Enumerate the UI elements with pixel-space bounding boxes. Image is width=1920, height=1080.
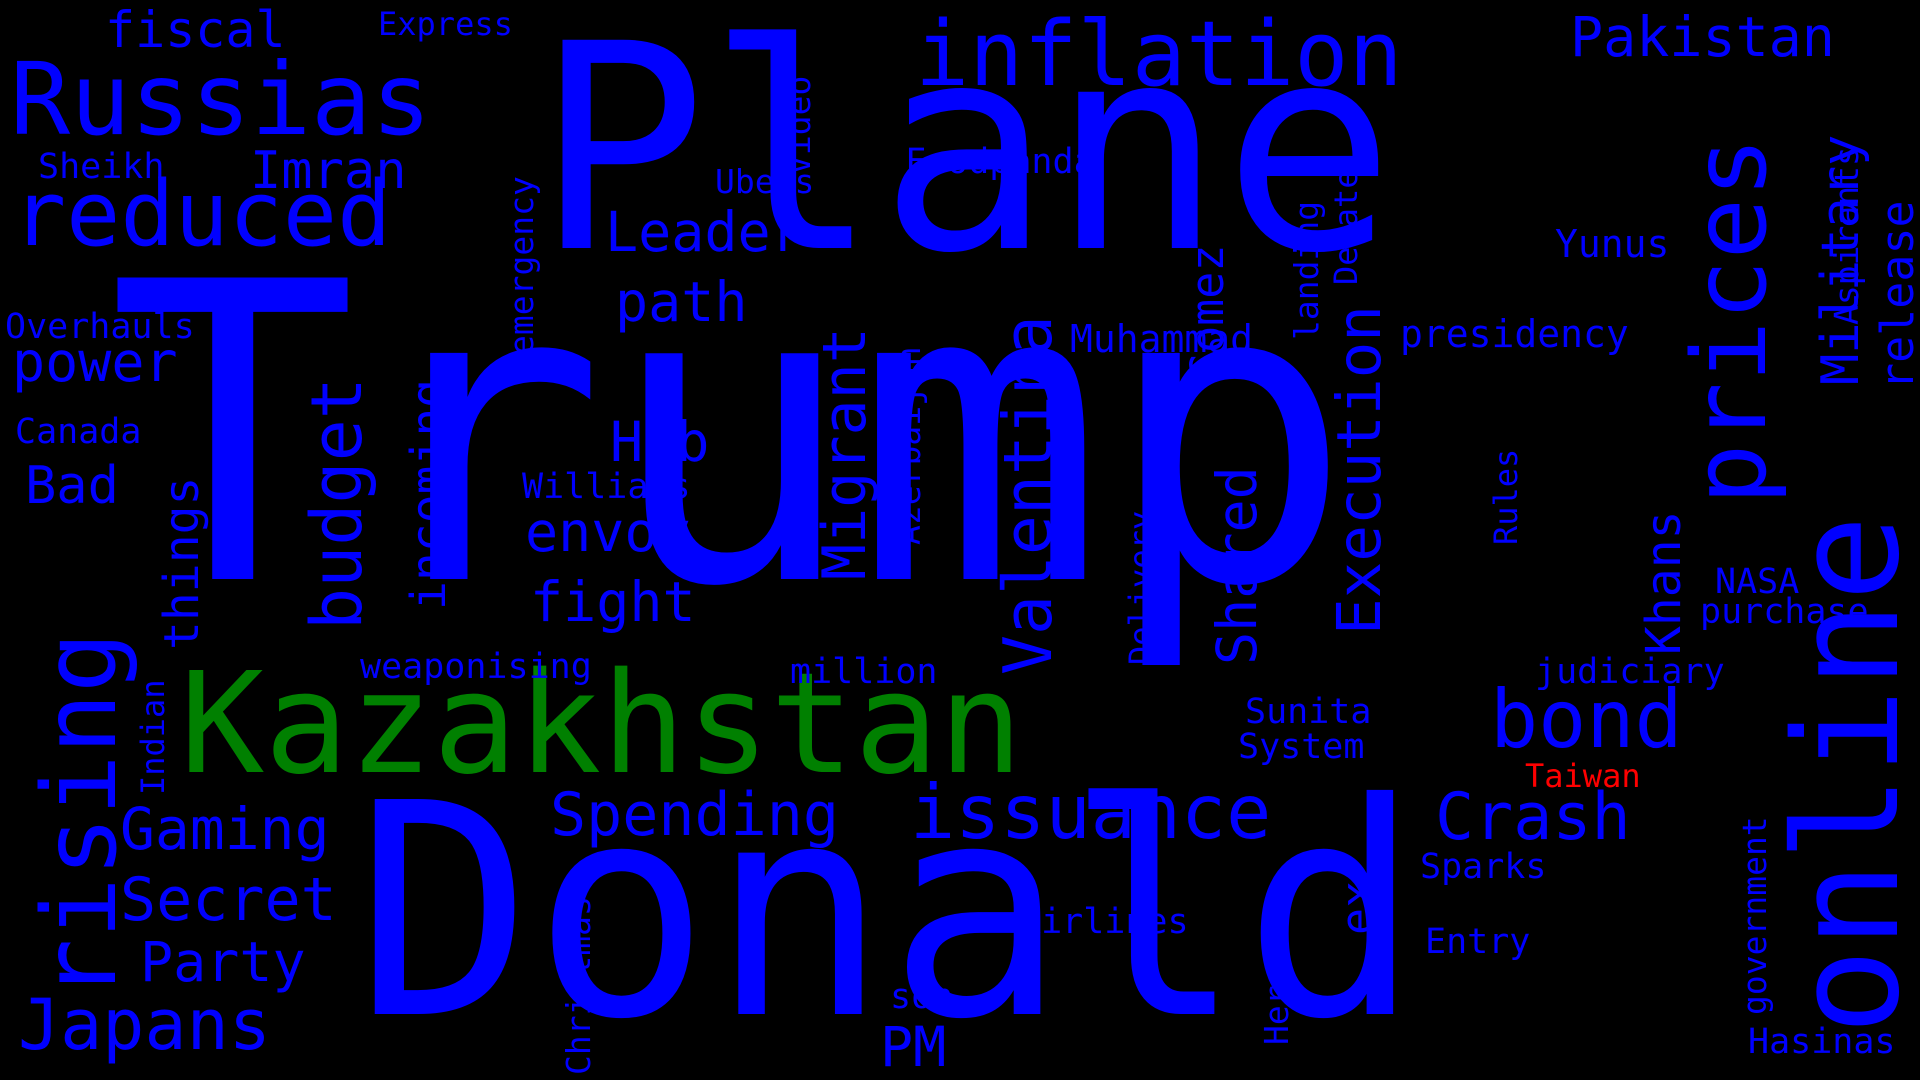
word-leader: Leader xyxy=(605,200,804,264)
word-issuance: issuance xyxy=(910,768,1272,856)
word-system: System xyxy=(1238,727,1365,767)
word-donald: Donald xyxy=(355,740,1421,1080)
word-crash: Crash xyxy=(1435,780,1631,855)
word-gaming: Gaming xyxy=(120,795,330,863)
word-debate: Debate xyxy=(1327,169,1365,285)
word-emergency: emergency xyxy=(502,176,541,355)
word-plane: Plane xyxy=(535,0,1396,316)
word-sparks: Sparks xyxy=(1420,847,1547,887)
word-pm: PM xyxy=(880,1015,947,1079)
word-foodpanda: Foodpanda xyxy=(905,142,1095,182)
word-valentina: Valentina xyxy=(989,315,1067,675)
word-fight: fight xyxy=(530,570,696,634)
word-airlines: Airlines xyxy=(1020,902,1189,942)
word-shared: Shared xyxy=(1205,466,1269,665)
word-release: release xyxy=(1871,200,1920,390)
word-bad: Bad xyxy=(25,456,119,516)
word-reduced: reduced xyxy=(12,162,392,267)
word-judiciary: judiciary xyxy=(1535,652,1725,692)
word-muhammad: Muhammad xyxy=(1070,317,1254,361)
word-pakistan: Pakistan xyxy=(1570,5,1835,69)
word-fiscal: fiscal xyxy=(105,1,286,59)
word-bond: bond xyxy=(1490,673,1683,766)
word-sheikh: Sheikh xyxy=(38,147,165,187)
word-landing: landing xyxy=(1287,200,1326,340)
word-sunita: Sunita xyxy=(1245,692,1372,732)
word-ex: ex xyxy=(1331,880,1384,935)
word-inflation: inflation xyxy=(915,2,1403,107)
word-migrant: Migrant xyxy=(810,327,880,580)
word-things: things xyxy=(154,476,210,650)
word-delivery: Delivery xyxy=(1122,510,1160,665)
word-rules: Rules xyxy=(1487,448,1525,545)
word-hub: Hub xyxy=(610,410,710,474)
word-path: path xyxy=(615,270,748,334)
word-ubers: Ubers xyxy=(715,162,815,201)
word-taiwan: Taiwan xyxy=(1525,757,1641,795)
word-nasa: NASA xyxy=(1715,562,1800,602)
word-envoy: envoy xyxy=(525,500,691,564)
word-prices: prices xyxy=(1671,136,1790,505)
word-spending: Spending xyxy=(550,780,839,850)
word-williams: Williams xyxy=(522,467,691,507)
word-overhauls: Overhauls xyxy=(5,307,195,347)
word-son: son xyxy=(890,977,954,1017)
word-party: Party xyxy=(140,930,306,994)
word-christmas: Christmas xyxy=(559,896,598,1075)
word-execution: Execution xyxy=(1324,305,1395,635)
word-japans: Japans xyxy=(18,984,271,1066)
word-express: Express xyxy=(378,5,513,43)
word-kazakhstan: Kazakhstan xyxy=(180,643,1023,806)
word-aspirants: Aspirants xyxy=(1827,146,1866,325)
word-million: million xyxy=(790,652,938,692)
word-entry: Entry xyxy=(1425,922,1531,962)
word-rising: rising xyxy=(21,631,140,1000)
word-russias: Russias xyxy=(10,41,432,158)
word-weaponising: weaponising xyxy=(360,647,592,687)
word-yunus: Yunus xyxy=(1555,222,1670,266)
word-heros: Heros xyxy=(1257,945,1296,1045)
word-incoming: incoming xyxy=(401,378,457,610)
word-power: power xyxy=(12,330,178,394)
word-budget: budget xyxy=(296,377,378,630)
word-purchase: purchase xyxy=(1700,592,1869,632)
word-secret: Secret xyxy=(120,865,337,935)
word-canada: Canada xyxy=(15,412,142,452)
word-trump: Trump xyxy=(108,195,1354,677)
word-hasinas: Hasinas xyxy=(1748,1022,1896,1062)
word-presidency: presidency xyxy=(1400,312,1629,356)
word-imran: Imran xyxy=(250,141,407,201)
word-azerbaijan: Azerbaijan xyxy=(889,346,928,545)
word-video: Video xyxy=(779,75,818,175)
word-government: government xyxy=(1735,816,1774,1015)
word-indian: Indian xyxy=(134,679,172,795)
word-khans: Khans xyxy=(1636,510,1692,656)
